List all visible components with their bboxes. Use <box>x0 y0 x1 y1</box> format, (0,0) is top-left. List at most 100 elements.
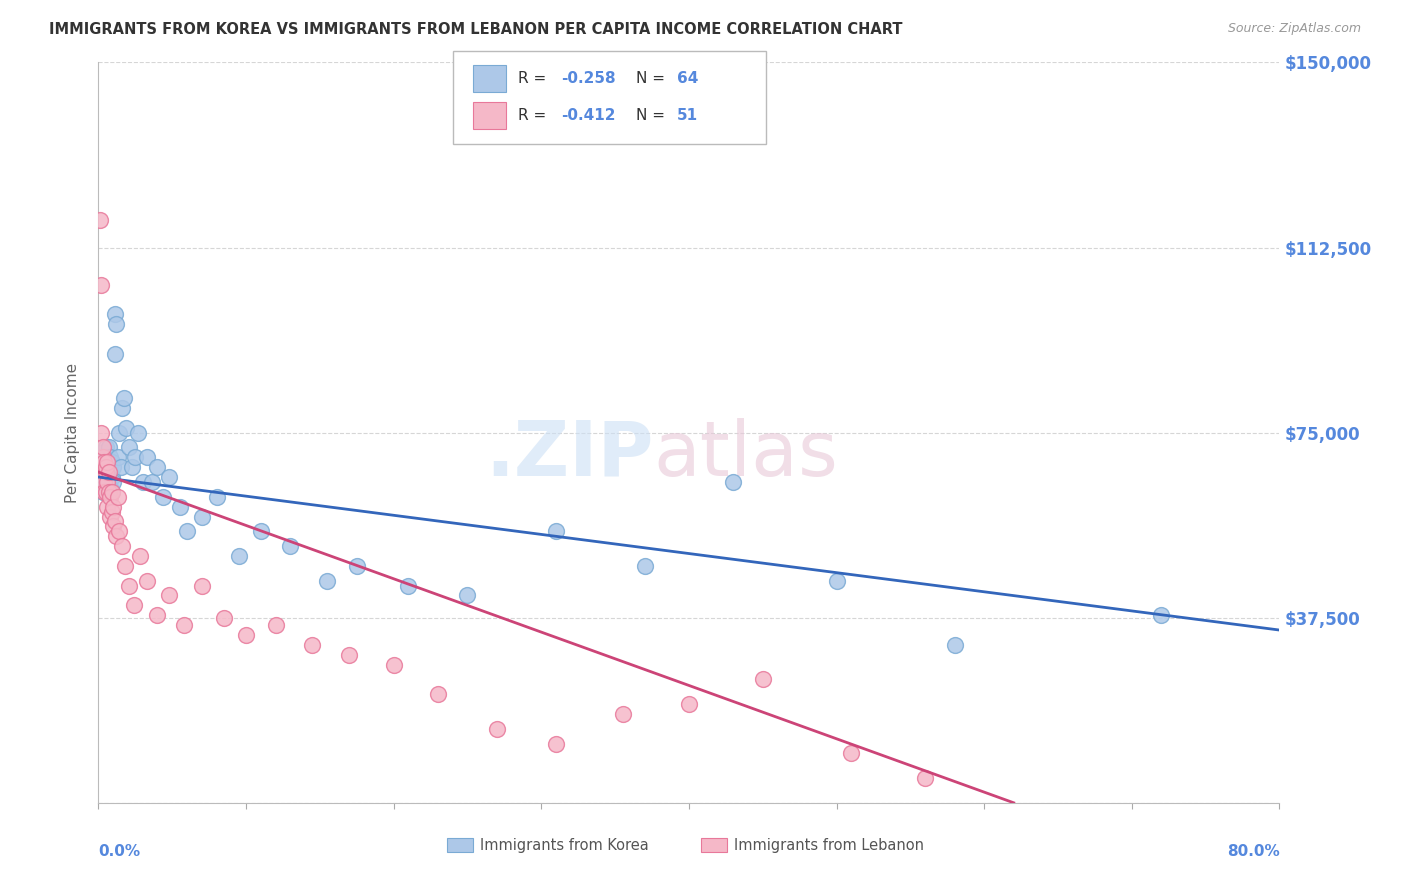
Point <box>398 579 420 593</box>
Point <box>191 579 214 593</box>
Point <box>91 484 114 499</box>
Point <box>94 460 117 475</box>
Point <box>427 687 450 701</box>
Point <box>136 574 159 588</box>
Point <box>132 475 155 489</box>
Point <box>103 519 125 533</box>
Point <box>104 515 127 529</box>
FancyBboxPatch shape <box>453 52 766 144</box>
Point <box>91 465 114 479</box>
Point <box>107 490 129 504</box>
Text: R =: R = <box>517 108 551 123</box>
Point <box>157 470 180 484</box>
Point <box>124 450 146 465</box>
Point <box>93 475 115 489</box>
Point <box>110 460 132 475</box>
Point <box>346 558 368 573</box>
Point <box>546 524 568 539</box>
Point <box>152 490 174 504</box>
Point <box>943 638 966 652</box>
Point <box>98 465 121 479</box>
Bar <box>472 103 506 129</box>
Point <box>339 648 361 662</box>
Text: Immigrants from Korea: Immigrants from Korea <box>479 838 648 853</box>
Point <box>100 470 122 484</box>
Text: Source: ZipAtlas.com: Source: ZipAtlas.com <box>1227 22 1361 36</box>
Point <box>486 722 509 736</box>
Point <box>176 524 198 539</box>
Text: 64: 64 <box>678 71 699 87</box>
Text: R =: R = <box>517 71 551 87</box>
Point <box>94 484 117 499</box>
Point <box>457 589 479 603</box>
Point <box>825 574 848 588</box>
Point <box>612 706 634 721</box>
Text: IMMIGRANTS FROM KOREA VS IMMIGRANTS FROM LEBANON PER CAPITA INCOME CORRELATION C: IMMIGRANTS FROM KOREA VS IMMIGRANTS FROM… <box>49 22 903 37</box>
Point <box>93 475 115 489</box>
Text: 51: 51 <box>678 108 699 123</box>
Point <box>97 460 120 475</box>
Point <box>115 420 138 434</box>
Point <box>90 470 112 484</box>
Point <box>98 450 121 465</box>
Point <box>89 460 111 475</box>
Point <box>103 460 125 475</box>
Text: -0.258: -0.258 <box>561 71 616 87</box>
Point <box>546 737 568 751</box>
Point <box>205 490 228 504</box>
Point <box>121 460 143 475</box>
Point <box>228 549 250 563</box>
Point <box>146 608 169 623</box>
Point <box>93 480 115 494</box>
Point <box>100 505 122 519</box>
Point <box>723 475 745 489</box>
Point <box>96 455 118 469</box>
Point <box>97 475 120 489</box>
Point <box>127 425 149 440</box>
Point <box>94 480 117 494</box>
Text: -0.412: -0.412 <box>561 108 616 123</box>
Point <box>914 771 936 785</box>
Point <box>94 441 117 455</box>
Point <box>212 610 235 624</box>
Point <box>96 500 118 514</box>
Point <box>1150 608 1173 623</box>
Text: N =: N = <box>636 108 669 123</box>
Point <box>91 445 114 459</box>
Point <box>96 470 118 484</box>
Point <box>103 475 125 489</box>
Point <box>90 277 112 292</box>
Text: .ZIP: .ZIP <box>485 417 654 491</box>
Bar <box>472 65 506 92</box>
Point <box>91 441 114 455</box>
Point <box>97 465 120 479</box>
Text: atlas: atlas <box>654 417 838 491</box>
Point <box>678 697 700 711</box>
Point <box>96 484 118 499</box>
Point <box>141 475 163 489</box>
Point <box>169 500 191 514</box>
Text: N =: N = <box>636 71 669 87</box>
Point <box>100 455 122 469</box>
Point <box>90 425 112 440</box>
Point <box>93 484 115 499</box>
Point <box>107 450 129 465</box>
Point <box>157 589 180 603</box>
Point <box>93 455 115 469</box>
Point <box>128 549 150 563</box>
Point <box>108 425 131 440</box>
Point <box>146 460 169 475</box>
Point <box>136 450 159 465</box>
Point <box>105 317 128 331</box>
Point <box>280 539 302 553</box>
Point <box>752 673 775 687</box>
Point <box>841 747 863 761</box>
Point <box>100 484 122 499</box>
Point <box>100 484 122 499</box>
Point <box>122 599 145 613</box>
Point <box>96 455 118 469</box>
Point <box>112 391 135 405</box>
Point <box>98 509 121 524</box>
Point <box>634 558 657 573</box>
Y-axis label: Per Capita Income: Per Capita Income <box>65 362 80 503</box>
